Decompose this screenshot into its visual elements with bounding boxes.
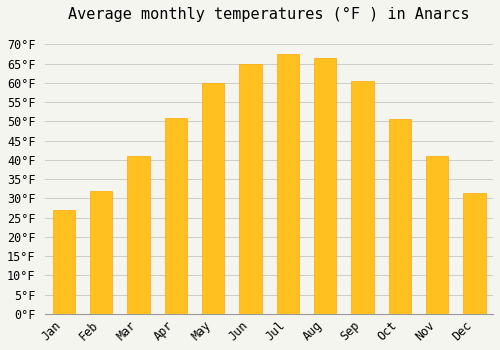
Bar (426, 156, 448, 314)
Title: Average monthly temperatures (°F ) in Anarcs: Average monthly temperatures (°F ) in An… (68, 7, 470, 22)
Bar (240, 64, 262, 314)
Bar (463, 193, 485, 314)
Bar (314, 58, 336, 314)
Bar (164, 118, 187, 314)
Bar (388, 119, 411, 314)
Bar (202, 83, 224, 314)
Bar (52, 210, 75, 314)
Bar (90, 191, 112, 314)
Bar (276, 54, 299, 314)
Bar (128, 156, 150, 314)
Bar (351, 81, 374, 314)
